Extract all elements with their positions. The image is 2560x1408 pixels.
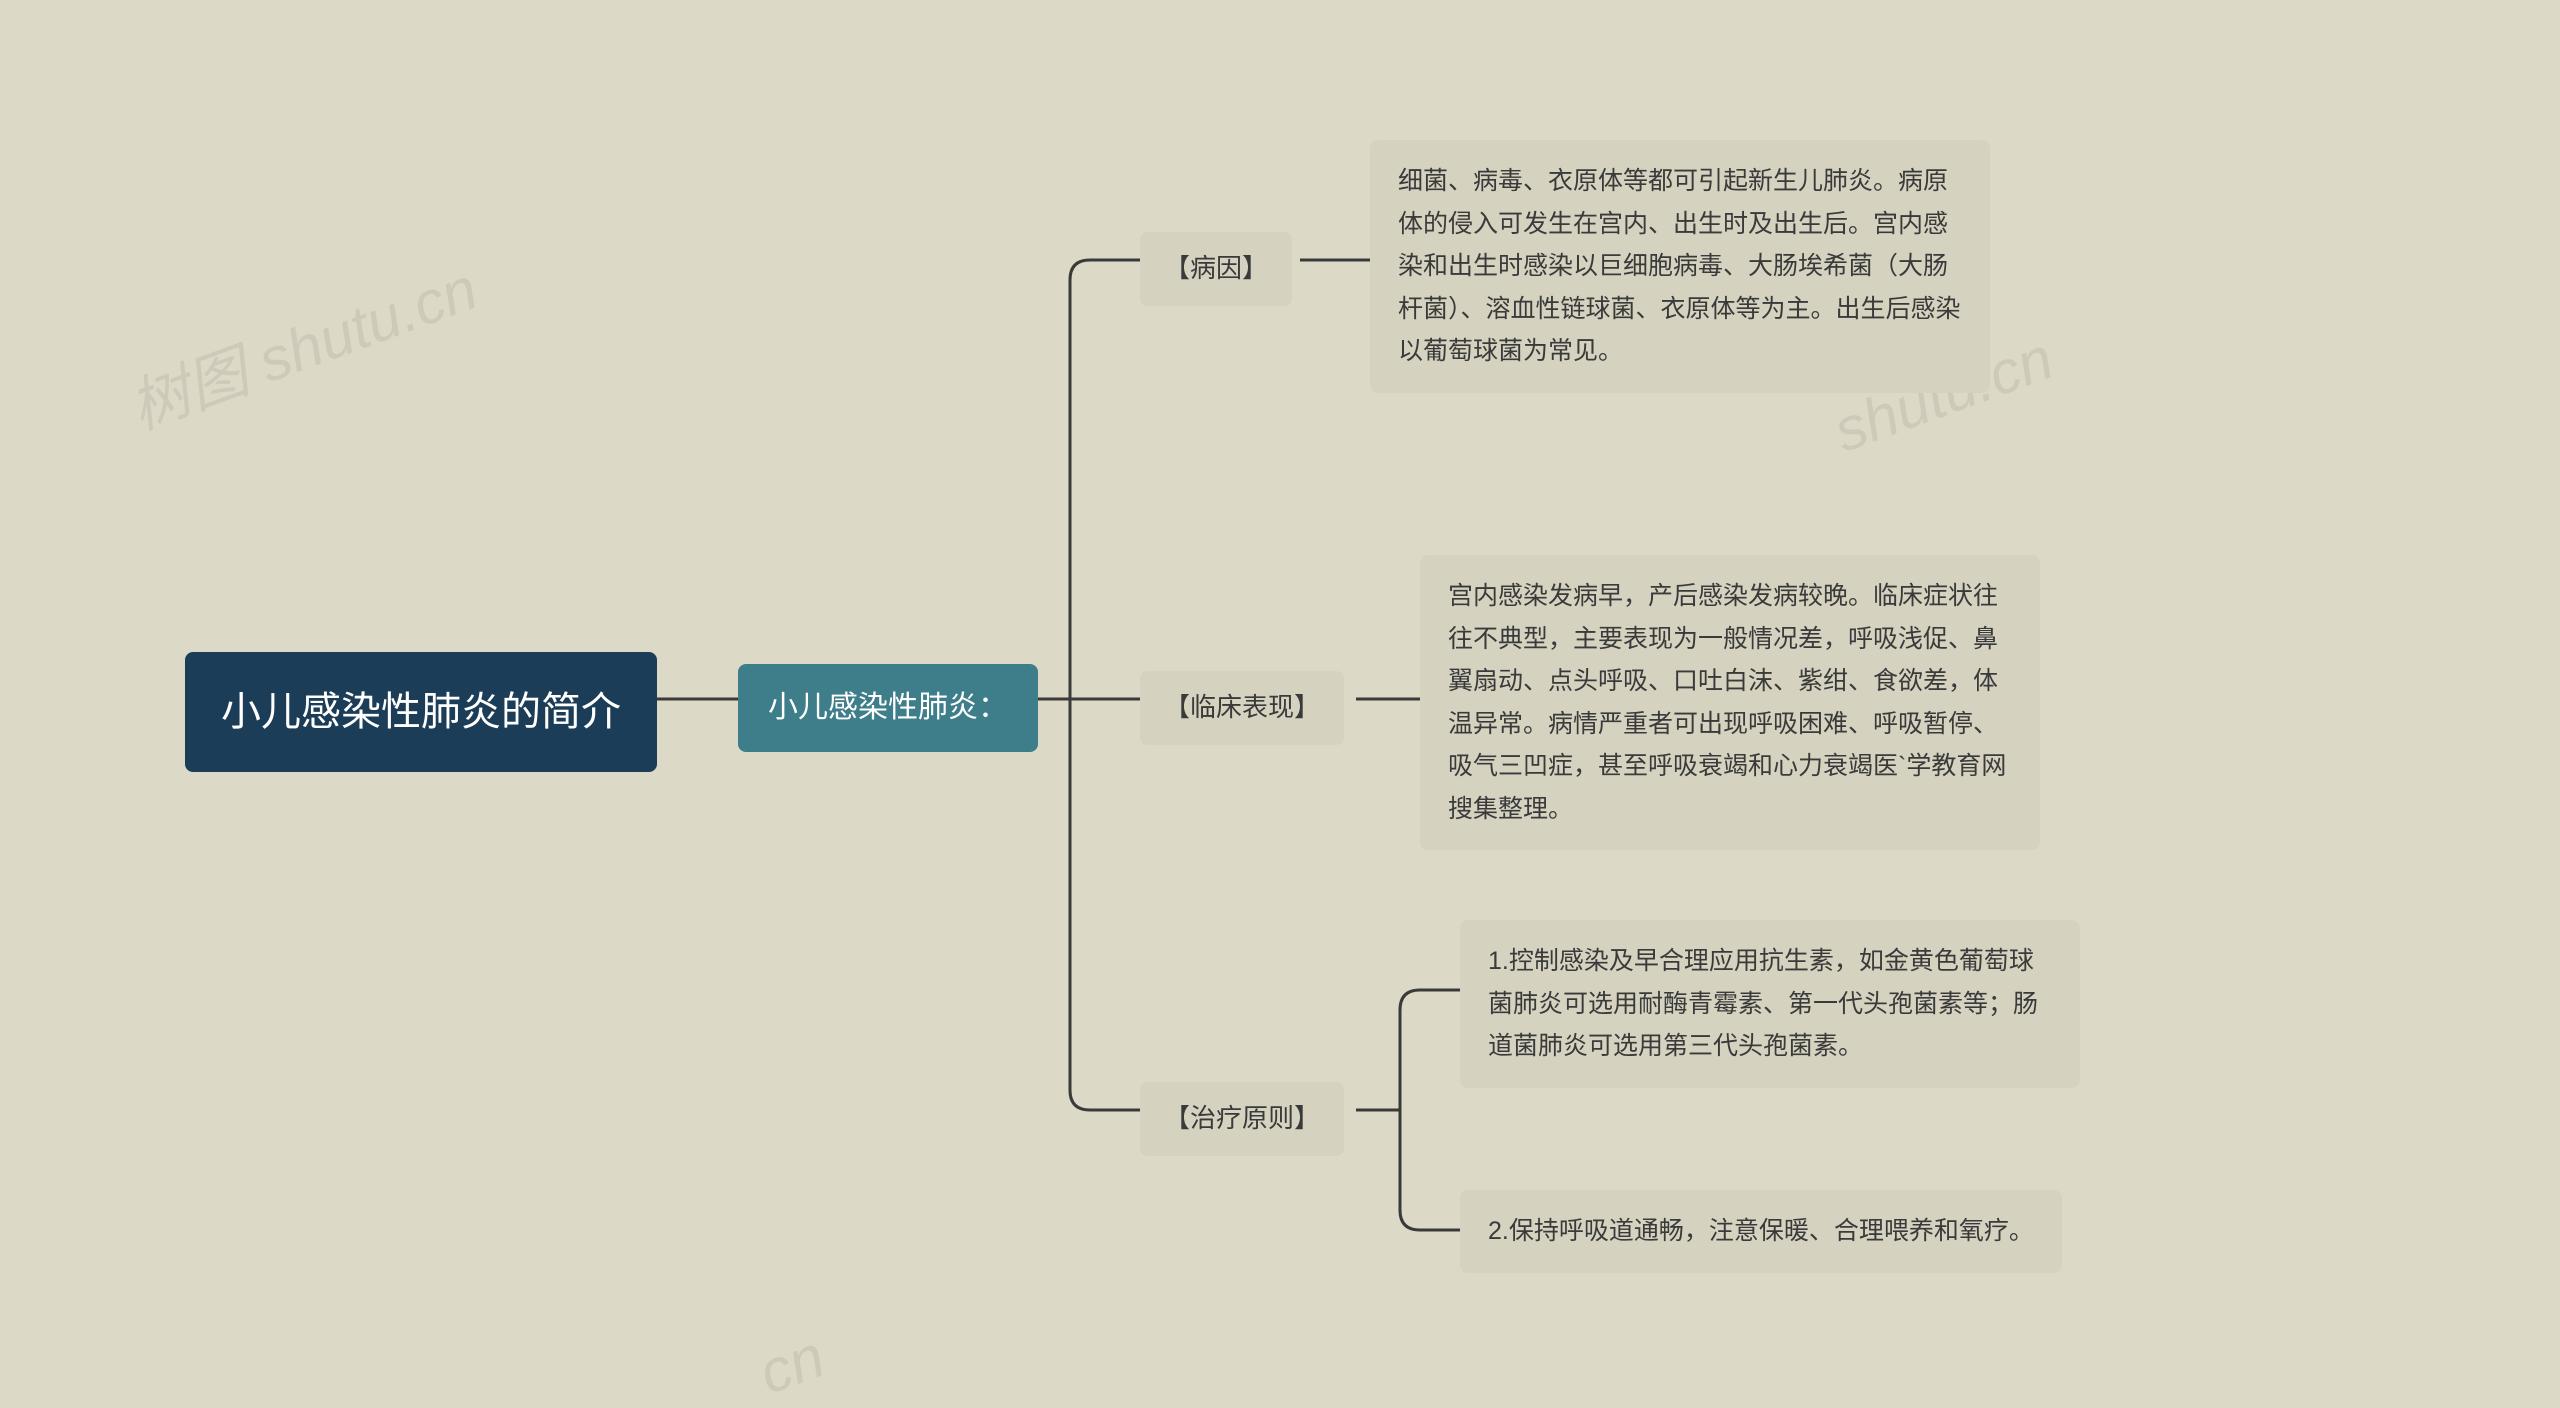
branch-label: 【治疗原则】 [1164, 1103, 1320, 1133]
watermark: 树图 shutu.cn [116, 240, 487, 446]
leaf-node[interactable]: 细菌、病毒、衣原体等都可引起新生儿肺炎。病原体的侵入可发生在宫内、出生时及出生后… [1370, 140, 1990, 393]
leaf-text: 1.控制感染及早合理应用抗生素，如金黄色葡萄球菌肺炎可选用耐酶青霉素、第一代头孢… [1488, 947, 2038, 1060]
branch-node-treatment[interactable]: 【治疗原则】 [1140, 1082, 1344, 1156]
root-label: 小儿感染性肺炎的简介 [221, 690, 621, 734]
leaf-text: 2.保持呼吸道通畅，注意保暖、合理喂养和氧疗。 [1488, 1217, 2034, 1245]
level1-label: 小儿感染性肺炎： [768, 691, 1008, 724]
branch-node-cause[interactable]: 【病因】 [1140, 232, 1292, 306]
branch-node-clinical[interactable]: 【临床表现】 [1140, 671, 1344, 745]
branch-label: 【病因】 [1164, 253, 1268, 283]
watermark: cn [750, 1321, 833, 1408]
leaf-node[interactable]: 1.控制感染及早合理应用抗生素，如金黄色葡萄球菌肺炎可选用耐酶青霉素、第一代头孢… [1460, 920, 2080, 1088]
leaf-node[interactable]: 2.保持呼吸道通畅，注意保暖、合理喂养和氧疗。 [1460, 1190, 2062, 1273]
leaf-text: 细菌、病毒、衣原体等都可引起新生儿肺炎。病原体的侵入可发生在宫内、出生时及出生后… [1398, 167, 1961, 365]
branch-label: 【临床表现】 [1164, 692, 1320, 722]
level1-node[interactable]: 小儿感染性肺炎： [738, 664, 1038, 752]
root-node[interactable]: 小儿感染性肺炎的简介 [185, 652, 657, 772]
leaf-text: 宫内感染发病早，产后感染发病较晚。临床症状往往不典型，主要表现为一般情况差，呼吸… [1448, 582, 2006, 823]
leaf-node[interactable]: 宫内感染发病早，产后感染发病较晚。临床症状往往不典型，主要表现为一般情况差，呼吸… [1420, 555, 2040, 850]
